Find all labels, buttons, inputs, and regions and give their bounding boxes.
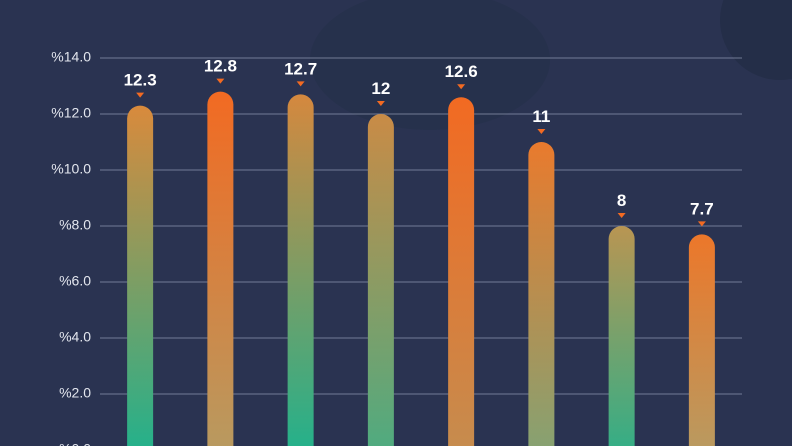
bar-marker bbox=[296, 81, 305, 87]
y-tick-label: %10.0 bbox=[51, 161, 91, 177]
bar-marker bbox=[376, 101, 385, 106]
value-label: 12.3 bbox=[124, 71, 157, 90]
y-tick-label: %6.0 bbox=[59, 273, 91, 289]
bar bbox=[688, 234, 715, 446]
background-shape bbox=[310, 0, 550, 130]
value-label: 12.8 bbox=[204, 57, 237, 76]
y-tick-label: %8.0 bbox=[59, 217, 91, 233]
bar-marker bbox=[617, 213, 626, 218]
value-label: 8 bbox=[617, 191, 626, 210]
bar bbox=[287, 94, 314, 446]
bar-marker bbox=[457, 84, 466, 90]
bar bbox=[528, 142, 555, 446]
value-label: 12.6 bbox=[445, 62, 478, 81]
value-label: 12.7 bbox=[284, 59, 317, 78]
y-tick-label: %12.0 bbox=[51, 105, 91, 121]
bar bbox=[367, 114, 394, 446]
bar bbox=[608, 226, 635, 446]
bar-marker bbox=[136, 92, 145, 98]
bar-marker bbox=[697, 221, 706, 227]
value-label: 7.7 bbox=[690, 199, 714, 218]
y-tick-label: %4.0 bbox=[59, 329, 91, 345]
background-shape bbox=[720, 0, 792, 80]
bar-marker bbox=[216, 78, 225, 84]
bar bbox=[207, 91, 234, 446]
value-label: 11 bbox=[532, 107, 550, 126]
bar bbox=[448, 97, 475, 446]
y-tick-label: %0.0 bbox=[59, 441, 91, 446]
y-tick-label: %14.0 bbox=[51, 49, 91, 65]
value-label: 12 bbox=[371, 79, 390, 98]
bar bbox=[127, 105, 154, 446]
y-tick-label: %2.0 bbox=[59, 385, 91, 401]
bar-marker bbox=[537, 129, 546, 134]
